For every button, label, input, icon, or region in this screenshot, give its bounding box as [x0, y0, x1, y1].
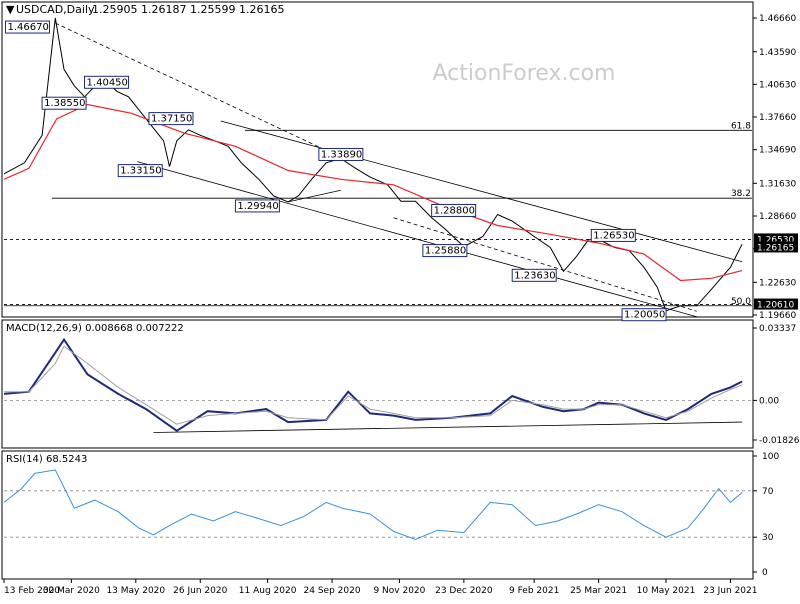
price-axis-label: 1.31630 — [759, 179, 796, 189]
macd-layer: 0.03337 0.00 -0.018262 — [3, 324, 800, 446]
trendline — [393, 217, 697, 312]
ohlc-readout: 1.25905 1.26187 1.25599 1.26165 — [92, 3, 284, 16]
x-axis-label: 10 May 2021 — [637, 586, 696, 596]
macd-line — [3, 337, 743, 433]
rsi-axis-label: 0 — [762, 568, 768, 578]
trendline — [55, 22, 342, 158]
macd-pane — [1, 319, 754, 449]
macd-title: MACD(12,26,9) 0.008668 0.007222 — [6, 323, 184, 334]
macd-trendline — [153, 421, 743, 433]
price-tag-label: 1.33890 — [321, 149, 362, 160]
fib-level-label: 61.8 — [731, 121, 751, 131]
axis-price-label: 1.26165 — [757, 243, 794, 253]
macd-axis-label: 0.00 — [759, 396, 779, 406]
x-axis-label: 9 Nov 2020 — [373, 586, 425, 596]
price-tag-label: 1.25880 — [425, 246, 466, 257]
price-pane-frame — [1, 1, 754, 318]
price-tag-box — [422, 244, 468, 258]
price-tag-label: 1.46670 — [7, 22, 48, 33]
rsi-pane — [1, 450, 754, 580]
price-axis-label: 1.19660 — [759, 311, 796, 321]
price-grid: 61.8 38.2 50.0 — [4, 121, 752, 307]
x-axis-label: 11 Aug 2020 — [239, 586, 297, 596]
price-tag-box — [511, 268, 557, 282]
price-axis: 1.46660 1.43590 1.40630 1.37660 1.34690 1.316… — [753, 14, 798, 321]
price-lines — [55, 22, 743, 318]
price-tag-label: 1.26530 — [593, 230, 634, 241]
price-axis-label: 1.40630 — [759, 80, 796, 90]
axis-price-label: 1.26530 — [757, 235, 794, 245]
macd-signal-line — [4, 345, 743, 425]
price-tag-box — [318, 147, 364, 161]
price-tag-label: 1.20050 — [624, 310, 665, 321]
price-axis-label: 1.22630 — [759, 278, 796, 288]
price-pane — [1, 1, 754, 318]
x-axis-label: 23 Jun 2021 — [703, 586, 757, 596]
price-tag-label: 1.29940 — [237, 201, 278, 212]
rsi-axis-label: 30 — [762, 533, 774, 543]
trendline — [220, 120, 743, 263]
x-axis-label: 26 Jun 2020 — [173, 586, 227, 596]
price-axis-label: 1.34690 — [759, 146, 796, 156]
price-tag-box — [621, 308, 667, 322]
rsi-axis-label: 100 — [762, 452, 779, 462]
price-tag-box — [234, 199, 280, 213]
price-tag-label: 1.28800 — [434, 205, 475, 216]
x-axis-label: 30 Mar 2020 — [43, 586, 100, 596]
axis-price-box — [754, 298, 798, 310]
x-axis-label: 9 Feb 2021 — [509, 586, 559, 596]
rsi-title: RSI(14) 68.5243 — [6, 454, 87, 465]
price-axis-label: 1.46660 — [759, 14, 796, 24]
price-tag-label: 1.38550 — [44, 98, 85, 109]
fib-level-label: 38.2 — [731, 189, 751, 199]
price-axis-label: 1.28660 — [759, 212, 796, 222]
x-axis-label: 13 Feb 2020 — [4, 586, 60, 596]
rsi-layer: 100 70 30 0 — [3, 452, 779, 578]
rsi-line — [3, 469, 743, 541]
fib-level-label: 50.0 — [731, 297, 751, 307]
price-tag-box — [590, 228, 636, 242]
price-tag-box — [148, 112, 194, 126]
watermark: ActionForex.com — [433, 61, 616, 86]
x-axis-label: 24 Sep 2020 — [304, 586, 361, 596]
price-axis-label: 1.43590 — [759, 48, 796, 58]
price-tag-box — [41, 96, 87, 110]
axis-price-box — [754, 233, 798, 245]
price-axis-label: 1.37660 — [759, 113, 796, 123]
price-tag-label: 1.23630 — [514, 270, 555, 281]
x-axis-label: 23 Dec 2020 — [435, 586, 493, 596]
rsi-axis-label: 70 — [762, 487, 774, 497]
x-axis-label: 13 May 2020 — [106, 586, 165, 596]
price-tag-box — [117, 164, 163, 178]
rsi-pane-frame — [1, 450, 754, 580]
price-tag-label: 1.33150 — [120, 166, 161, 177]
axis-price-label: 1.20610 — [757, 301, 794, 311]
price-tag-box — [431, 203, 477, 217]
price-tag-box — [84, 75, 130, 89]
trendline — [137, 161, 697, 318]
x-axis-label: 25 Mar 2021 — [570, 586, 627, 596]
price-tag-label: 1.37150 — [151, 114, 192, 125]
price-tag-box — [4, 20, 50, 34]
macd-pane-frame — [1, 319, 754, 449]
macd-axis-label: 0.03337 — [759, 324, 796, 334]
macd-axis-label: -0.018262 — [759, 436, 800, 446]
header-arrow: ▼ — [6, 3, 15, 16]
chart-title: USDCAD,Daily — [16, 3, 95, 16]
axis-price-box — [754, 241, 798, 253]
trendline — [288, 189, 341, 203]
price-tag-label: 1.40450 — [87, 77, 128, 88]
